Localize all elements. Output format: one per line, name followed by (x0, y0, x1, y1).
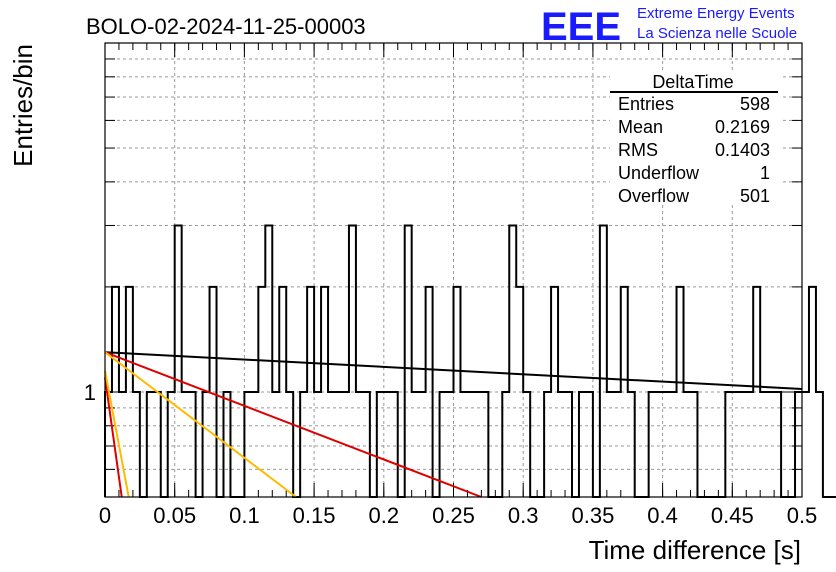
stats-row-value: 0.1403 (715, 140, 770, 160)
stats-row-label: Underflow (618, 163, 700, 183)
x-tick-label: 0.05 (153, 503, 196, 528)
stats-row-label: Entries (618, 94, 674, 114)
x-tick-label: 0.4 (647, 503, 678, 528)
x-tick-label: 0 (99, 503, 111, 528)
plot-frame (104, 42, 803, 498)
stats-row-label: Mean (618, 117, 663, 137)
stats-row-value: 501 (740, 186, 770, 206)
y-tick-labels: 1 (84, 380, 96, 405)
x-tick-label: 0.1 (229, 503, 260, 528)
eee-logo-mark: EEE (541, 5, 621, 49)
x-axis-label: Time difference [s] (589, 535, 801, 565)
x-tick-label: 0.45 (711, 503, 754, 528)
stats-box: DeltaTime Entries 598 Mean 0.2169 RMS 0.1403 U… (610, 72, 780, 206)
fit-line (104, 351, 297, 498)
fit-line (104, 351, 803, 390)
y-tick-label: 1 (84, 380, 96, 405)
x-tick-label: 0.15 (293, 503, 336, 528)
logo-line-1: Extreme Energy Events (637, 5, 795, 22)
y-axis-label: Entries/bin (8, 44, 38, 167)
logo-line-2: La Scienza nelle Scuole (637, 25, 797, 42)
fit-line (104, 377, 123, 498)
plot-title: BOLO-02-2024-11-25-00003 (86, 14, 366, 39)
x-tick-label: 0.25 (432, 503, 475, 528)
stats-box-background (610, 73, 780, 205)
stats-row-value: 0.2169 (715, 117, 770, 137)
stats-row-label: Overflow (618, 186, 690, 206)
x-tick-label: 0.5 (787, 503, 818, 528)
stats-row-value: 598 (740, 94, 770, 114)
fit-line (104, 370, 130, 498)
histogram-series (104, 224, 836, 498)
x-tick-label: 0.35 (571, 503, 614, 528)
stats-box-rows: Entries 598 Mean 0.2169 RMS 0.1403 Underflow 1 O… (618, 94, 770, 206)
histogram-step-line (104, 224, 836, 498)
stats-row-value: 1 (760, 163, 770, 183)
stats-row-label: RMS (618, 140, 658, 160)
stats-box-title: DeltaTime (652, 72, 733, 92)
x-tick-label: 0.3 (508, 503, 539, 528)
fit-curves (104, 351, 803, 498)
fit-line (104, 351, 482, 498)
x-tick-label: 0.2 (369, 503, 400, 528)
x-tick-labels: 0 0.05 0.1 0.15 0.2 0.25 0.3 0.35 0.4 0.45 0.5 (99, 503, 817, 528)
